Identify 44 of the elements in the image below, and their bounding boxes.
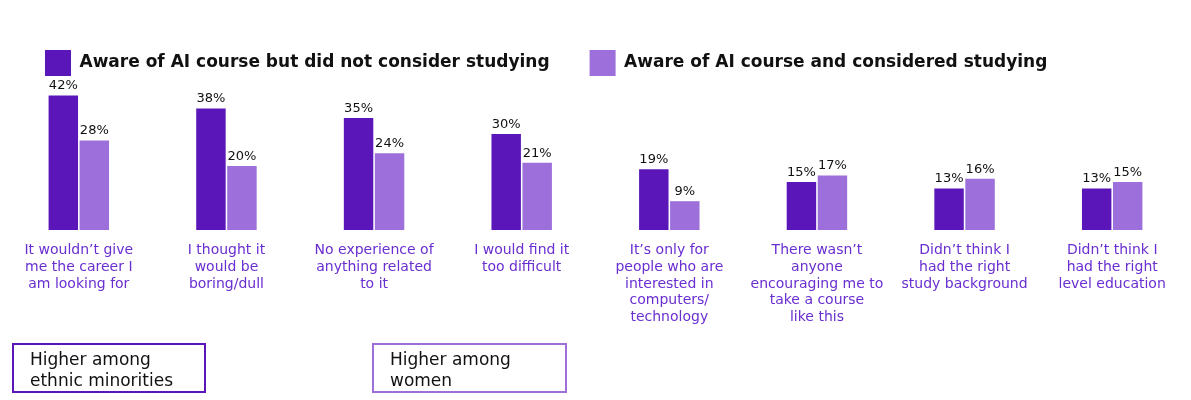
bar	[522, 162, 552, 230]
bar	[196, 108, 226, 230]
data-label: 42%	[48, 77, 78, 93]
data-label: 13%	[934, 170, 964, 186]
data-label: 15%	[1113, 163, 1143, 179]
bar	[343, 118, 374, 230]
bar	[1081, 188, 1112, 230]
bar	[374, 153, 405, 230]
data-label: 21%	[522, 144, 552, 160]
bar	[1112, 182, 1143, 230]
x-tick-label: It’s only for people who are interested in computers/ technology	[615, 241, 724, 325]
bar	[48, 95, 79, 230]
x-tick-label: No experience of anything related to it	[314, 241, 435, 291]
text: Higher among ethnic minorities	[12, 343, 206, 393]
x-tick-label: I thought it would be boring/dull	[187, 241, 266, 291]
data-label: 24%	[375, 135, 405, 151]
data-label: 15%	[786, 163, 816, 179]
x-tick-label: I would find it too difficult	[474, 241, 570, 274]
data-label: 20%	[227, 147, 257, 163]
bar	[817, 175, 848, 230]
bar	[79, 140, 110, 230]
data-label: 16%	[965, 160, 995, 176]
text: Higher among women	[372, 343, 567, 393]
x-tick-label: Didn’t think I had the right study background	[901, 241, 1028, 291]
bar	[934, 188, 964, 230]
bar	[227, 166, 257, 230]
legend-label: Aware of AI course and considered studying	[624, 51, 1048, 72]
bar	[786, 182, 817, 230]
bar	[639, 169, 669, 230]
x-tick-label: There wasn’t anyone encouraging me to take a course like this	[750, 241, 884, 325]
data-label: 38%	[196, 90, 226, 106]
data-label: 28%	[79, 122, 109, 138]
legend-label: Aware of AI course but did not consider studying	[79, 51, 550, 72]
x-tick-label: It wouldn’t give me the career I am looking for	[24, 241, 134, 291]
data-label: 19%	[639, 151, 669, 167]
data-label: 13%	[1082, 170, 1112, 186]
x-tick-label: Didn’t think I had the right level education	[1058, 241, 1166, 291]
bar	[491, 134, 521, 230]
data-label: 9%	[674, 183, 696, 199]
bar	[670, 201, 700, 230]
data-label: 30%	[491, 115, 521, 131]
data-label: 17%	[817, 157, 847, 173]
data-label: 35%	[344, 99, 374, 115]
bar	[965, 178, 995, 230]
